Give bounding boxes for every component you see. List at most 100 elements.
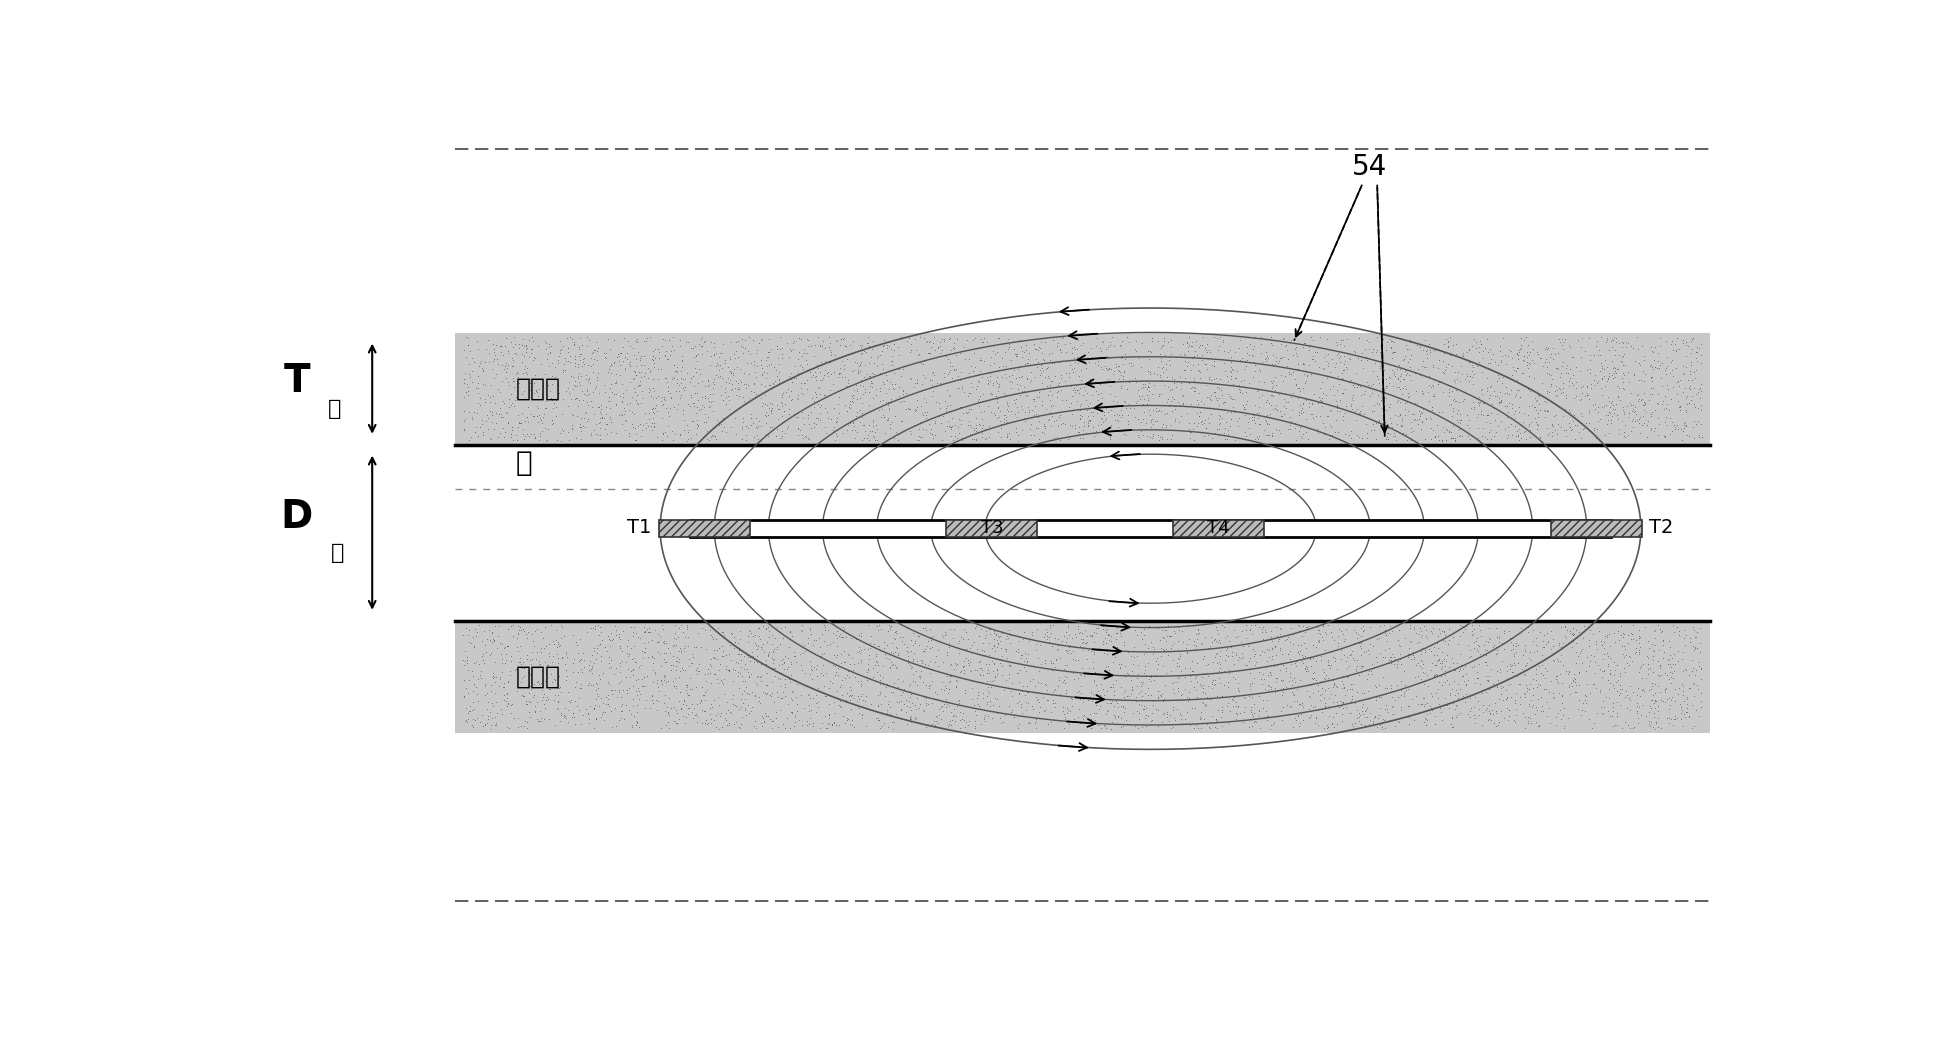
Point — [1425, 661, 1457, 677]
Point — [987, 658, 1018, 674]
Point — [1659, 681, 1691, 697]
Point — [965, 330, 996, 347]
Point — [901, 432, 932, 449]
Point — [1174, 430, 1205, 447]
Point — [846, 675, 878, 692]
Point — [1424, 624, 1455, 641]
Point — [616, 639, 647, 656]
Point — [505, 673, 536, 690]
Point — [1100, 388, 1131, 404]
Point — [616, 717, 647, 734]
Point — [1509, 667, 1540, 684]
Point — [803, 359, 835, 376]
Point — [1158, 398, 1190, 415]
Point — [1195, 720, 1227, 737]
Point — [1422, 376, 1453, 393]
Point — [1106, 350, 1137, 367]
Point — [1277, 652, 1308, 669]
Point — [971, 421, 1002, 437]
Point — [1474, 705, 1505, 722]
Point — [751, 404, 782, 421]
Point — [1188, 684, 1219, 700]
Point — [1461, 334, 1492, 350]
Point — [1509, 431, 1540, 448]
Point — [971, 369, 1002, 385]
Point — [1127, 674, 1158, 691]
Point — [926, 711, 957, 727]
Point — [864, 686, 895, 702]
Point — [552, 340, 583, 356]
Point — [647, 621, 679, 638]
Point — [1195, 356, 1227, 373]
Point — [585, 636, 616, 652]
Point — [448, 657, 480, 673]
Point — [782, 390, 813, 406]
Point — [1498, 396, 1529, 412]
Point — [694, 376, 725, 393]
Point — [1607, 681, 1638, 697]
Point — [1049, 705, 1080, 722]
Point — [872, 637, 903, 654]
Point — [759, 359, 790, 376]
Point — [1484, 383, 1515, 400]
Point — [1652, 377, 1683, 394]
Point — [829, 642, 860, 659]
Point — [1110, 394, 1141, 410]
Point — [930, 680, 961, 696]
Point — [1585, 354, 1617, 371]
Point — [1654, 710, 1685, 726]
Point — [1507, 376, 1539, 393]
Point — [928, 368, 959, 384]
Point — [1030, 369, 1061, 385]
Point — [567, 409, 599, 426]
Point — [878, 656, 909, 672]
Point — [786, 621, 817, 638]
Point — [989, 357, 1020, 374]
Point — [838, 719, 870, 736]
Point — [1656, 414, 1687, 430]
Point — [532, 339, 564, 355]
Point — [651, 703, 682, 720]
Point — [1152, 404, 1184, 421]
Point — [1049, 416, 1080, 432]
Point — [1636, 370, 1667, 387]
Point — [1071, 639, 1102, 656]
Point — [762, 657, 794, 673]
Point — [930, 402, 961, 419]
Point — [827, 708, 858, 724]
Point — [1681, 350, 1712, 367]
Point — [1525, 689, 1556, 705]
Point — [856, 695, 887, 712]
Point — [844, 376, 876, 393]
Point — [1636, 636, 1667, 652]
Point — [579, 406, 610, 423]
Point — [681, 346, 712, 363]
Point — [911, 422, 942, 438]
Point — [993, 397, 1024, 414]
Point — [1578, 675, 1609, 692]
Point — [1145, 397, 1176, 414]
Point — [1022, 408, 1053, 425]
Point — [1560, 388, 1591, 404]
Point — [772, 406, 803, 423]
Point — [1347, 658, 1379, 674]
Point — [1638, 705, 1669, 722]
Point — [1326, 695, 1357, 712]
Point — [1324, 693, 1355, 710]
Point — [472, 421, 503, 437]
Point — [1540, 406, 1572, 423]
Point — [1464, 339, 1496, 355]
Point — [585, 400, 616, 417]
Point — [1065, 410, 1096, 427]
Point — [1540, 673, 1572, 690]
Point — [642, 361, 673, 377]
Point — [1455, 690, 1486, 707]
Point — [905, 651, 936, 668]
Point — [967, 642, 998, 659]
Point — [1679, 688, 1710, 704]
Point — [757, 643, 788, 660]
Point — [915, 334, 946, 350]
Point — [575, 349, 606, 366]
Point — [1197, 671, 1228, 688]
Point — [1065, 623, 1096, 640]
